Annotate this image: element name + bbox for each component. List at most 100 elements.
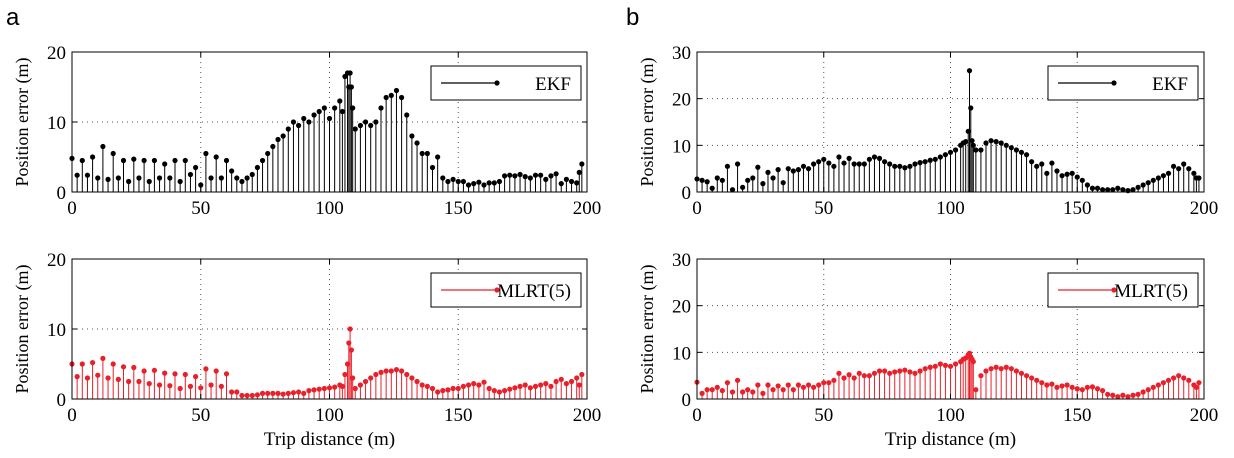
data-point	[1176, 166, 1182, 172]
data-point	[131, 156, 137, 162]
data-point	[1044, 170, 1050, 176]
data-point	[332, 384, 338, 390]
data-point	[1100, 388, 1106, 394]
y-tick-label: 0	[57, 390, 67, 411]
data-point	[1018, 149, 1025, 155]
data-point	[435, 389, 441, 395]
data-point	[821, 380, 827, 386]
data-point	[311, 387, 317, 393]
data-point	[156, 175, 163, 181]
data-point	[532, 172, 539, 178]
data-point	[1039, 161, 1045, 167]
data-point	[306, 119, 312, 125]
data-point	[734, 161, 741, 167]
data-point	[445, 178, 451, 185]
data-point	[187, 383, 194, 389]
x-tick-label: 150	[1063, 198, 1092, 219]
data-point	[1074, 386, 1080, 392]
series-ekf	[69, 70, 585, 192]
data-point	[1193, 384, 1199, 390]
y-tick-label: 20	[672, 297, 691, 318]
data-point	[373, 119, 379, 125]
data-point	[1089, 384, 1096, 390]
data-point	[563, 381, 570, 387]
data-point	[435, 154, 441, 160]
data-point	[424, 383, 430, 389]
data-point	[978, 147, 984, 153]
data-point	[826, 160, 832, 166]
data-point	[978, 373, 984, 379]
data-point	[790, 168, 796, 174]
data-point	[347, 326, 353, 332]
data-point	[404, 371, 410, 378]
y-tick-label: 20	[47, 250, 66, 271]
y-tick-label: 10	[47, 113, 66, 134]
legend-marker	[494, 80, 500, 86]
legend-marker	[494, 287, 500, 293]
panel-label-b: b	[626, 4, 640, 31]
data-point	[538, 172, 544, 178]
data-point	[208, 382, 214, 388]
data-point	[548, 383, 554, 389]
data-point	[84, 172, 91, 178]
data-point	[937, 361, 943, 367]
data-point	[755, 382, 761, 388]
x-tick-label: 100	[315, 405, 344, 426]
series-mlrt-5-	[69, 326, 585, 399]
data-point	[1089, 185, 1096, 191]
y-axis-label: Position error (m)	[12, 265, 33, 394]
data-point	[887, 161, 893, 167]
data-point	[1049, 160, 1055, 166]
data-point	[1084, 384, 1090, 390]
data-point	[1094, 185, 1101, 191]
data-point	[1029, 159, 1035, 165]
x-tick-label: 0	[67, 405, 77, 426]
data-point	[892, 163, 898, 169]
data-point	[481, 379, 487, 385]
data-point	[326, 115, 333, 122]
data-point	[576, 382, 582, 388]
data-point	[151, 157, 157, 164]
data-point	[388, 92, 394, 98]
data-point	[1196, 380, 1202, 386]
data-point	[1064, 171, 1070, 177]
data-point	[846, 372, 852, 378]
data-point	[167, 175, 173, 181]
data-point	[321, 385, 327, 392]
data-point	[460, 178, 466, 185]
data-point	[579, 371, 585, 378]
data-point	[826, 380, 832, 386]
data-point	[234, 389, 240, 395]
data-point	[1196, 175, 1202, 181]
data-point	[563, 176, 570, 182]
data-point	[1140, 389, 1146, 395]
data-point	[105, 176, 111, 182]
x-tick-label: 50	[191, 405, 210, 426]
data-point	[831, 377, 837, 383]
plot-a-1: MLRT(5) 0 50 100 150 200 0 10 20 Position error (…	[12, 250, 601, 450]
data-point	[223, 157, 230, 164]
legend-marker	[1111, 287, 1117, 293]
data-point	[352, 385, 358, 392]
data-point	[1064, 382, 1070, 388]
data-point	[1008, 366, 1014, 372]
data-point	[800, 384, 807, 390]
y-axis-label: Position error (m)	[12, 58, 33, 187]
x-tick-label: 150	[444, 405, 473, 426]
data-point	[460, 383, 466, 389]
data-point	[90, 360, 96, 366]
legend: EKF	[1047, 65, 1199, 101]
data-point	[983, 140, 989, 146]
data-point	[816, 382, 822, 388]
data-point	[846, 155, 852, 161]
legend-label: EKF	[1152, 74, 1188, 95]
data-point	[254, 392, 260, 398]
data-point	[527, 175, 533, 181]
data-point	[1069, 170, 1075, 176]
x-tick-label: 100	[936, 405, 965, 426]
data-point	[404, 112, 410, 118]
data-point	[704, 179, 710, 185]
data-point	[311, 112, 317, 118]
y-tick-label: 20	[672, 90, 691, 111]
data-point	[316, 386, 322, 392]
